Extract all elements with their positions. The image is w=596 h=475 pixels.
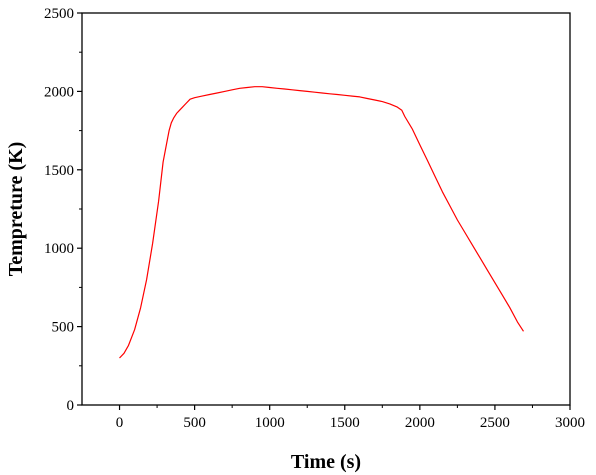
x-tick-label: 2000 — [405, 415, 435, 431]
x-tick-label: 2500 — [480, 415, 510, 431]
y-axis-title: Tempreture (K) — [5, 142, 27, 277]
series-line — [119, 86, 525, 359]
x-tick-label: 1500 — [330, 415, 360, 431]
y-tick-label: 2000 — [44, 84, 74, 100]
x-tick-label: 3000 — [555, 415, 585, 431]
y-tick-label: 0 — [67, 398, 75, 414]
x-tick-label: 1000 — [255, 415, 285, 431]
y-tick-label: 500 — [52, 320, 75, 336]
y-tick-label: 2500 — [44, 6, 74, 22]
y-tick-label: 1000 — [44, 241, 74, 257]
y-tick-labels: 0 500 1000 1500 2000 2500 — [44, 6, 74, 414]
x-tick-labels: 0 500 1000 1500 2000 2500 3000 — [116, 415, 585, 431]
x-axis-title: Time (s) — [291, 451, 361, 473]
x-tick-label: 500 — [183, 415, 206, 431]
y-tick-label: 1500 — [44, 163, 74, 179]
plot-frame — [81, 12, 571, 406]
x-tick-label: 0 — [116, 415, 124, 431]
